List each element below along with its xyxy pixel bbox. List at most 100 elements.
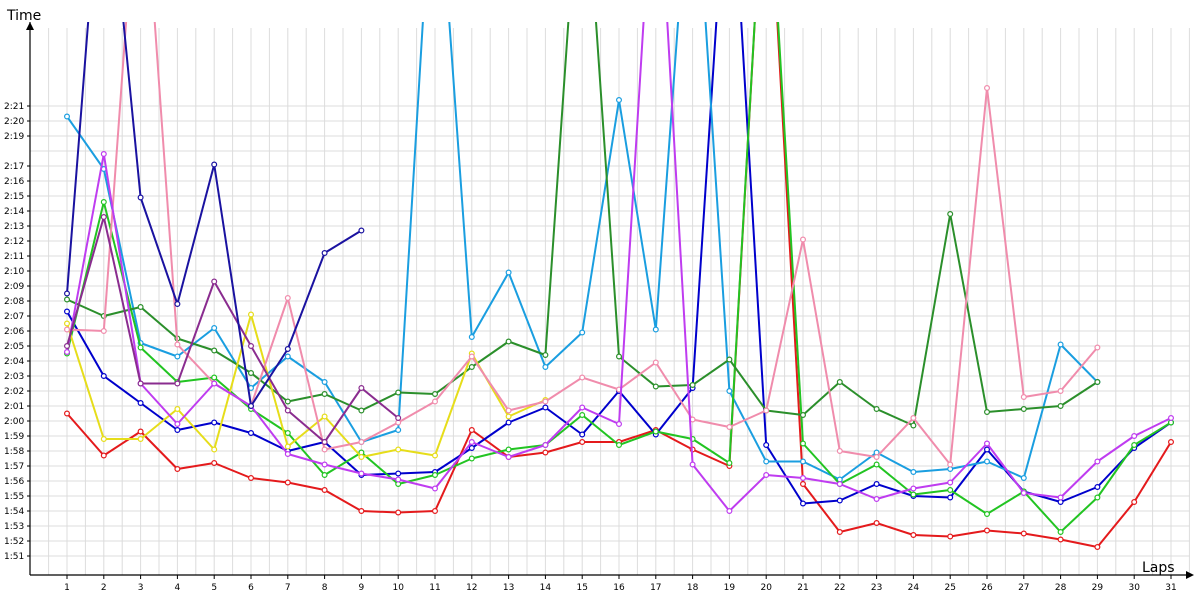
series-1-point [395, 509, 402, 516]
series-6-point [248, 311, 255, 318]
series-7-point [726, 424, 733, 431]
y-tick-label: 2:00 [4, 417, 24, 427]
series-5-point [505, 338, 512, 345]
series-9-point [395, 415, 402, 422]
series-1-point [358, 508, 365, 515]
series-8-point [689, 461, 696, 468]
y-tick-label: 2:06 [4, 327, 24, 337]
series-2-point [211, 419, 218, 426]
series-5-point [799, 412, 806, 419]
series-7-point [873, 454, 880, 461]
series-2-point [174, 427, 181, 434]
series-6-point [505, 413, 512, 420]
series-3-point [910, 469, 917, 476]
series-5-point [542, 352, 549, 359]
series-2-point [763, 442, 770, 449]
series-1-point [1020, 530, 1027, 537]
y-tick-label: 2:21 [4, 102, 24, 112]
series-2-point [836, 497, 843, 504]
series-3-point [579, 329, 586, 336]
series-3-point [395, 427, 402, 434]
series-3-point [1057, 341, 1064, 348]
series-8-point [873, 496, 880, 503]
x-tick-label: 9 [359, 583, 365, 593]
series-4-point [873, 461, 880, 468]
series-5-point [689, 382, 696, 389]
series-5-point [615, 353, 622, 360]
series-10-point [248, 403, 255, 410]
series-7-point [836, 448, 843, 455]
series-8-point [432, 485, 439, 492]
grid [30, 28, 1190, 575]
x-tick-label: 6 [248, 583, 254, 593]
series-9-point [137, 380, 144, 387]
series-5-point [947, 211, 954, 218]
series-8-point [579, 404, 586, 411]
series-7-point [284, 295, 291, 302]
series-8-point [910, 485, 917, 492]
y-tick-label: 2:01 [4, 402, 24, 412]
series-8-point [615, 421, 622, 428]
y-tick-label: 1:53 [4, 522, 24, 532]
labels: 1 2 3 4 5 6 7 8 9 10 11 12 13 14 15 16 17 18 19 20 21 22 23 24 2… [4, 102, 1177, 593]
series-7-point [174, 341, 181, 348]
series-5-point [395, 389, 402, 396]
series-3-point [174, 353, 181, 360]
series-8-point [1094, 458, 1101, 465]
series-3-point [799, 458, 806, 465]
y-tick-label: 2:14 [4, 207, 24, 217]
series-5-point [1020, 406, 1027, 413]
series-line-9 [66, 216, 399, 443]
series-4-point [505, 446, 512, 453]
series-9-point [284, 407, 291, 414]
y-tick-label: 2:10 [4, 267, 24, 277]
x-tick-label: 26 [981, 583, 993, 593]
series-8-point [1131, 433, 1138, 440]
x-tick-label: 20 [760, 583, 772, 593]
series-5-point [873, 406, 880, 413]
series-7-point [763, 407, 770, 414]
series-6-point [284, 443, 291, 450]
series-1-point [873, 519, 880, 526]
series-8-point [174, 421, 181, 428]
series-9-point [248, 343, 255, 350]
series-4-point [615, 442, 622, 449]
y-tick-label: 1:57 [4, 462, 24, 472]
series-7-point [358, 439, 365, 446]
series-7-point [652, 359, 659, 366]
series-8-point [947, 479, 954, 486]
series-10-point [358, 227, 365, 234]
series-2-point [1094, 484, 1101, 491]
series-1-point [910, 531, 917, 538]
series-2-point [873, 481, 880, 488]
x-tick-label: 7 [285, 583, 291, 593]
y-tick-label: 2:12 [4, 237, 24, 247]
series-7-point [799, 236, 806, 243]
series-3-point [542, 364, 549, 371]
series-1-point [542, 449, 549, 456]
series-3-point [468, 334, 475, 341]
series-4-point [910, 491, 917, 498]
axes [26, 22, 1194, 579]
series-3-point [726, 388, 733, 395]
series-2-point [505, 419, 512, 426]
x-tick-label: 30 [1128, 583, 1140, 593]
x-axis-arrow [1186, 571, 1194, 579]
series-7-point [468, 353, 475, 360]
x-tick-label: 23 [871, 583, 882, 593]
series-8-point [726, 508, 733, 515]
series-8-point [763, 472, 770, 479]
series-3-point [1020, 475, 1027, 482]
series-8-point [505, 454, 512, 461]
series-7-point [100, 328, 107, 335]
series-5-point [910, 422, 917, 429]
series-8-point [542, 442, 549, 449]
y-tick-label: 2:13 [4, 222, 24, 232]
series-7-point [505, 407, 512, 414]
series-8-point [100, 151, 107, 158]
series-8-point [836, 481, 843, 488]
series-2-point [63, 308, 70, 315]
series-1-point [947, 533, 954, 540]
series-2-point [248, 430, 255, 437]
